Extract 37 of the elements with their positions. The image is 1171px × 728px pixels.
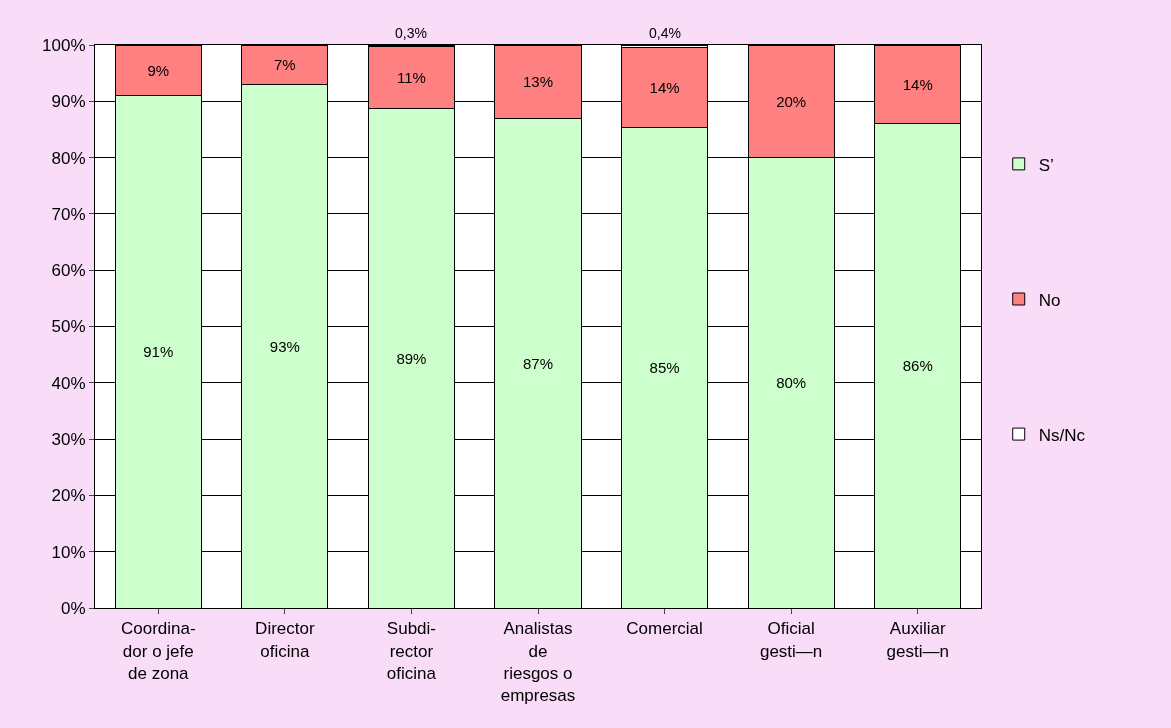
data-label: 7%	[274, 56, 296, 74]
data-label: 14%	[649, 78, 680, 96]
y-tick-label: 90%	[51, 92, 86, 112]
x-tick-label: Analistas de riesgos o empresas	[500, 619, 576, 705]
legend-label: Ns/Nc	[1038, 425, 1086, 445]
x-tick-label: Director oficina	[255, 619, 315, 661]
y-tick-label: 40%	[51, 373, 86, 393]
x-tick-label: Auxiliar gesti—n	[886, 619, 949, 661]
data-label: 13%	[522, 73, 554, 91]
data-label: 11%	[396, 69, 426, 87]
x-tick-label: Comercial	[626, 619, 703, 639]
y-tick-label: 0%	[61, 598, 86, 618]
y-tick-label: 70%	[51, 204, 86, 224]
data-label: 20%	[776, 92, 807, 110]
y-tick-label: 20%	[51, 486, 86, 506]
legend-label: S’	[1038, 155, 1054, 175]
data-label: 14%	[902, 75, 933, 93]
x-tick-label: Oficial gesti—n	[759, 619, 823, 661]
data-label: 80%	[776, 374, 807, 392]
data-label: 89%	[396, 349, 427, 367]
y-tick-label: 30%	[51, 430, 86, 450]
data-label: 0,3%	[395, 25, 427, 41]
data-label: 9%	[147, 61, 170, 79]
y-tick-label: 100%	[42, 35, 86, 55]
data-label: 87%	[522, 354, 554, 372]
data-label: 93%	[269, 337, 300, 355]
y-tick-label: 60%	[51, 261, 86, 281]
data-label: 85%	[649, 359, 680, 377]
x-tick-label: Subdi- rector oficina	[386, 619, 437, 683]
y-tick-label: 80%	[51, 148, 86, 168]
legend-label: No	[1038, 290, 1061, 310]
y-tick-label: 50%	[51, 317, 86, 337]
x-tick-label: Coordina- dor o jefe de zona	[120, 619, 196, 683]
data-label: 86%	[902, 357, 933, 375]
y-tick-label: 10%	[51, 542, 86, 562]
data-label: 0,4%	[649, 25, 681, 41]
data-label: 91%	[143, 343, 174, 361]
